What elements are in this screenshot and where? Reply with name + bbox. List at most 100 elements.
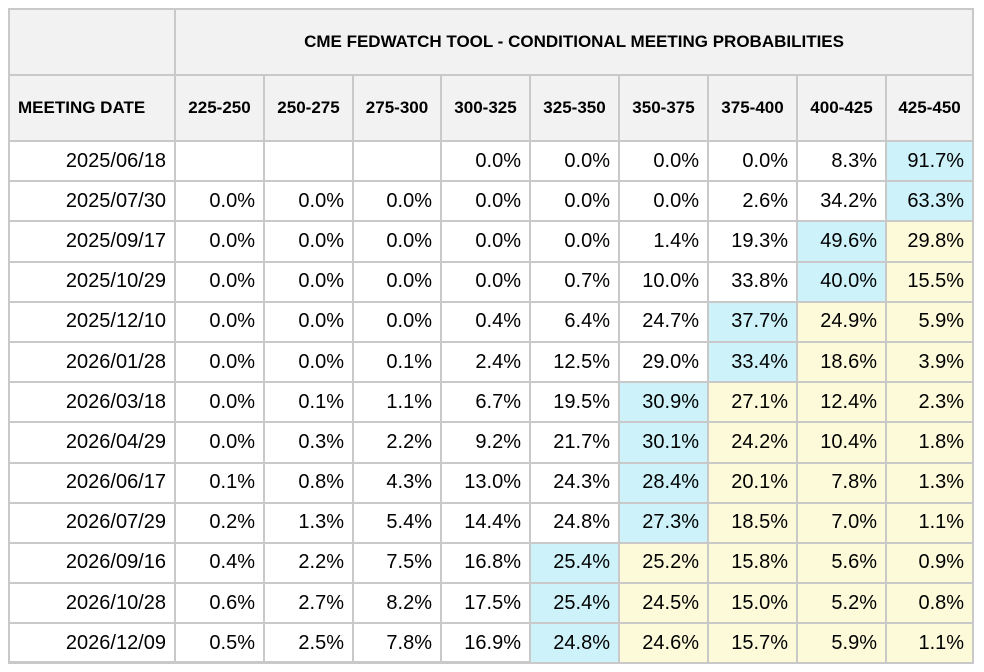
table-row: 2025/07/30 0.0% 0.0% 0.0% 0.0% 0.0% 0.0% 2.6% 34…	[8, 180, 975, 223]
probability-cell: 1.1%	[884, 501, 975, 544]
probability-cell: 0.0%	[352, 300, 442, 343]
empty-corner-cell	[8, 8, 176, 76]
probability-cell: 0.9%	[884, 541, 975, 585]
probability-cell: 1.1%	[352, 381, 442, 424]
table-row: 2025/10/29 0.0% 0.0% 0.0% 0.0% 0.7% 10.0% 33.8%…	[8, 260, 975, 303]
probability-cell: 30.9%	[618, 381, 709, 424]
probability-cell: 24.8%	[529, 622, 620, 665]
rate-range-header: 400-425	[796, 74, 887, 142]
probability-cell: 49.6%	[796, 220, 887, 263]
probability-cell: 0.0%	[352, 220, 442, 263]
probability-cell: 19.5%	[529, 381, 620, 424]
meeting-date-cell: 2026/03/18	[8, 381, 176, 424]
probability-cell: 0.3%	[263, 421, 354, 464]
probability-cell: 0.0%	[263, 300, 354, 343]
probability-cell: 24.2%	[707, 421, 798, 464]
probability-cell: 9.2%	[440, 421, 531, 464]
probability-cell: 33.8%	[707, 260, 798, 303]
probability-cell: 15.8%	[707, 541, 798, 585]
column-header-row: MEETING DATE 225-250 250-275 275-300 300-32…	[8, 74, 975, 142]
probability-cell: 1.1%	[884, 622, 975, 665]
meeting-date-cell: 2026/04/29	[8, 421, 176, 464]
probability-cell: 0.0%	[174, 260, 265, 303]
probability-cell: 24.9%	[796, 300, 887, 343]
probability-cell: 0.0%	[352, 180, 442, 223]
rate-range-header: 250-275	[263, 74, 354, 142]
probability-cell: 33.4%	[707, 340, 798, 384]
probability-cell: 63.3%	[884, 180, 975, 223]
probability-cell: 7.0%	[796, 501, 887, 544]
meeting-date-cell: 2026/01/28	[8, 340, 176, 384]
meeting-date-cell: 2025/10/29	[8, 260, 176, 303]
table-row: 2025/06/18 0.0% 0.0% 0.0% 0.0% 8.3% 91.7%	[8, 139, 975, 183]
probability-cell: 0.0%	[707, 139, 798, 183]
meeting-date-cell: 2026/07/29	[8, 501, 176, 544]
probability-cell: 2.5%	[263, 622, 354, 665]
rate-range-header: 425-450	[884, 74, 975, 142]
probability-cell: 5.4%	[352, 501, 442, 544]
rate-range-header: 375-400	[707, 74, 798, 142]
probability-cell: 0.0%	[529, 180, 620, 223]
probability-cell: 0.8%	[884, 582, 975, 625]
probability-cell: 0.4%	[440, 300, 531, 343]
probability-cell: 3.9%	[884, 340, 975, 384]
probability-cell: 0.0%	[440, 220, 531, 263]
probability-cell: 0.8%	[263, 461, 354, 504]
meeting-date-cell: 2026/09/16	[8, 541, 176, 585]
probability-cell: 0.1%	[263, 381, 354, 424]
probability-cell: 20.1%	[707, 461, 798, 504]
probability-cell: 0.0%	[440, 180, 531, 223]
probability-cell	[174, 139, 265, 183]
probability-cell: 16.9%	[440, 622, 531, 665]
probability-cell: 0.0%	[174, 180, 265, 223]
probability-cell: 24.8%	[529, 501, 620, 544]
probability-cell: 0.0%	[174, 340, 265, 384]
probability-cell: 7.5%	[352, 541, 442, 585]
probability-cell: 0.0%	[174, 381, 265, 424]
probability-cell: 7.8%	[352, 622, 442, 665]
probability-cell: 24.6%	[618, 622, 709, 665]
probability-cell: 91.7%	[884, 139, 975, 183]
probability-cell: 2.2%	[263, 541, 354, 585]
probability-cell: 40.0%	[796, 260, 887, 303]
probability-cell: 0.0%	[529, 139, 620, 183]
probability-cell: 29.0%	[618, 340, 709, 384]
fedwatch-table-frame: CME FEDWATCH TOOL - CONDITIONAL MEETING …	[8, 8, 975, 665]
probability-cell: 0.0%	[263, 180, 354, 223]
probability-cell: 1.8%	[884, 421, 975, 464]
probability-cell: 12.5%	[529, 340, 620, 384]
probability-cell: 0.6%	[174, 582, 265, 625]
probability-cell: 5.2%	[796, 582, 887, 625]
probability-cell: 18.6%	[796, 340, 887, 384]
table-row: 2026/06/17 0.1% 0.8% 4.3% 13.0% 24.3% 28.4% 20.…	[8, 461, 975, 504]
probability-cell: 14.4%	[440, 501, 531, 544]
probability-cell: 4.3%	[352, 461, 442, 504]
probability-cell: 24.7%	[618, 300, 709, 343]
meeting-date-cell: 2025/09/17	[8, 220, 176, 263]
probability-cell: 0.5%	[174, 622, 265, 665]
table-row: 2026/09/16 0.4% 2.2% 7.5% 16.8% 25.4% 25.2% 15.…	[8, 541, 975, 585]
probability-cell: 1.4%	[618, 220, 709, 263]
probability-cell: 25.2%	[618, 541, 709, 585]
probability-cell: 2.3%	[884, 381, 975, 424]
meeting-date-cell: 2025/12/10	[8, 300, 176, 343]
rate-range-header: 350-375	[618, 74, 709, 142]
probability-cell: 0.0%	[174, 300, 265, 343]
probability-cell: 2.6%	[707, 180, 798, 223]
probability-cell: 8.3%	[796, 139, 887, 183]
probability-cell: 2.7%	[263, 582, 354, 625]
probability-cell: 0.1%	[352, 340, 442, 384]
probability-cell: 0.0%	[618, 139, 709, 183]
probability-cell: 0.0%	[618, 180, 709, 223]
probability-cell: 0.2%	[174, 501, 265, 544]
meeting-date-cell: 2026/06/17	[8, 461, 176, 504]
probability-cell: 0.0%	[174, 421, 265, 464]
table-row: 2025/12/10 0.0% 0.0% 0.0% 0.4% 6.4% 24.7% 37.7%…	[8, 300, 975, 343]
table-title: CME FEDWATCH TOOL - CONDITIONAL MEETING …	[173, 8, 975, 76]
probability-cell: 5.6%	[796, 541, 887, 585]
rate-range-header: 225-250	[174, 74, 265, 142]
probability-cell: 37.7%	[707, 300, 798, 343]
table-row: 2026/12/09 0.5% 2.5% 7.8% 16.9% 24.8% 24.6% 15.…	[8, 622, 975, 665]
probability-cell: 5.9%	[796, 622, 887, 665]
table-row: 2026/01/28 0.0% 0.0% 0.1% 2.4% 12.5% 29.0% 33.4…	[8, 340, 975, 384]
